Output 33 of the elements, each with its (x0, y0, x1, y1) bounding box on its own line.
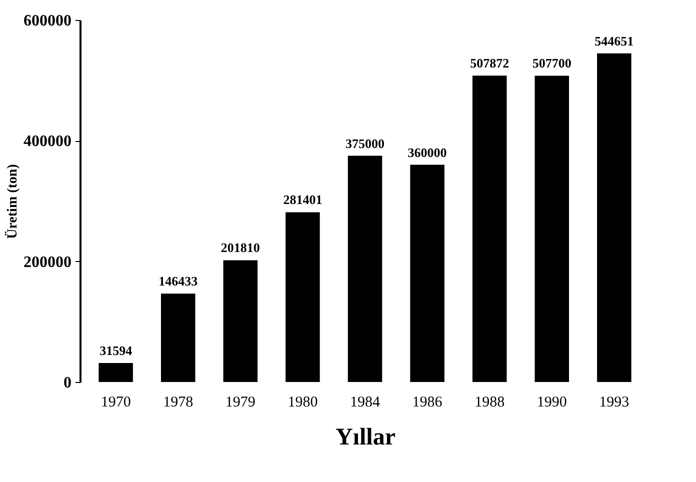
bar (472, 76, 507, 382)
x-tick-label: 1978 (163, 394, 194, 410)
data-label: 544651 (594, 33, 634, 48)
data-label: 375000 (346, 136, 384, 151)
bar (223, 260, 258, 382)
bar (286, 212, 320, 382)
data-label: 360000 (408, 144, 447, 160)
x-tick-label: 1979 (225, 394, 256, 410)
x-tick-label: 1970 (100, 394, 131, 410)
data-label: 31594 (100, 342, 133, 358)
bar (534, 76, 570, 382)
x-tick-label: 1984 (350, 394, 380, 410)
x-tick-label: 1990 (536, 394, 567, 410)
x-tick-label: 1993 (599, 394, 630, 410)
y-axis-title: Üretim (ton) (4, 164, 20, 239)
y-tick-label: 0 (64, 374, 72, 392)
data-label: 201810 (220, 240, 260, 256)
bar (98, 362, 133, 382)
data-label: 507872 (470, 56, 510, 71)
bar (597, 53, 632, 382)
y-tick-label: 400000 (24, 133, 72, 150)
data-label: 281401 (283, 192, 322, 208)
y-tick-label: 200000 (24, 254, 72, 271)
x-tick-label: 1986 (412, 394, 443, 410)
bar (348, 156, 382, 382)
data-label: 146433 (158, 274, 198, 289)
x-tick-label: 1980 (288, 394, 318, 410)
y-tick-label: 600000 (24, 12, 72, 30)
x-tick-label: 1988 (474, 394, 505, 410)
bar (410, 164, 444, 382)
x-axis-title: Yıllar (336, 424, 396, 450)
bar (160, 294, 196, 382)
data-label: 507700 (532, 56, 572, 71)
